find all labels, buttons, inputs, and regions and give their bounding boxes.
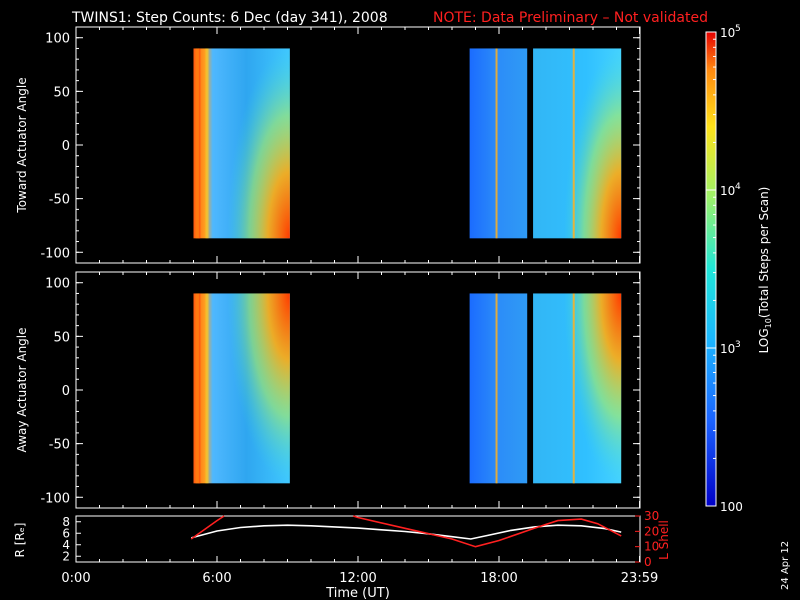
heatmap-stripe bbox=[495, 293, 498, 484]
y-axis-label-right: L Shell bbox=[657, 520, 671, 560]
colorbar-tick-label: 10 bbox=[720, 184, 735, 198]
colorbar-tick-label: 10 bbox=[720, 342, 735, 356]
colorbar-label: LOG10(Total Steps per Scan) bbox=[757, 187, 773, 354]
heatmap-stripe bbox=[205, 48, 209, 239]
y-tick-label: 0 bbox=[62, 384, 70, 399]
colorbar-gradient bbox=[705, 31, 717, 507]
away-actuator-panel: 100 50 0 -50 -100 Away Actuator Angle bbox=[15, 271, 641, 509]
heatmap-hot-region bbox=[563, 293, 622, 484]
y-tick-label: -100 bbox=[40, 246, 70, 261]
y-tick-label-right: 0 bbox=[644, 555, 652, 569]
y-tick-label: -50 bbox=[49, 438, 70, 453]
colorbar-tick-exponent: 4 bbox=[735, 182, 741, 192]
heatmap-stripe bbox=[195, 48, 200, 239]
chart-title: TWINS1: Step Counts: 6 Dec (day 341), 20… bbox=[71, 10, 388, 26]
y-tick-label-right: 20 bbox=[644, 524, 659, 538]
r-series-line bbox=[190, 524, 622, 540]
colorbar-label-main: LOG bbox=[757, 328, 771, 353]
heatmap-hot-region bbox=[227, 48, 290, 239]
y-tick-label: 4 bbox=[62, 538, 70, 552]
colorbar-label-rest: (Total Steps per Scan) bbox=[757, 187, 771, 319]
heatmap-stripe bbox=[572, 48, 575, 239]
heatmap-block bbox=[469, 48, 528, 239]
heatmap-block bbox=[469, 293, 528, 484]
y-tick-label: 6 bbox=[62, 526, 70, 540]
y-tick-label-right: 10 bbox=[644, 540, 659, 554]
date-stamp: 24 Apr 12 bbox=[780, 541, 791, 590]
preliminary-note: NOTE: Data Preliminary – Not validated bbox=[433, 10, 708, 26]
colorbar-tick-exponent: 5 bbox=[735, 24, 741, 34]
y-tick-label: 50 bbox=[53, 85, 70, 100]
y-tick-label: 100 bbox=[45, 277, 70, 292]
heatmap-stripe bbox=[205, 293, 209, 484]
y-tick-label: -100 bbox=[40, 491, 70, 506]
y-tick-label: -50 bbox=[49, 193, 70, 208]
l-shell-series-line bbox=[190, 515, 225, 540]
heatmap-stripe bbox=[572, 293, 575, 484]
y-axis-label: Toward Actuator Angle bbox=[15, 77, 29, 213]
y-tick-label: 0 bbox=[62, 139, 70, 154]
x-tick-label: 6:00 bbox=[202, 571, 231, 586]
y-tick-label-right: 30 bbox=[644, 509, 659, 523]
x-tick-label: 18:00 bbox=[480, 571, 517, 586]
colorbar-tick-label: 10 bbox=[720, 26, 735, 40]
x-tick-label: 12:00 bbox=[339, 571, 376, 586]
heatmap-stripe bbox=[495, 48, 498, 239]
x-tick-label: 0:00 bbox=[61, 571, 90, 586]
colorbar-tick-label: 100 bbox=[720, 500, 743, 514]
y-tick-label: 50 bbox=[53, 330, 70, 345]
y-axis-label-left: R [Rₑ] bbox=[13, 523, 27, 558]
y-axis-label: Away Actuator Angle bbox=[15, 327, 29, 452]
y-tick-label: 100 bbox=[45, 32, 70, 47]
x-tick-label: 23:59 bbox=[621, 571, 658, 586]
l-shell-series-line bbox=[353, 515, 622, 548]
toward-actuator-panel: 100 50 0 -50 -100 Toward Actuator Angle bbox=[15, 26, 641, 264]
y-tick-label: 2 bbox=[62, 549, 70, 563]
colorbar-tick-exponent: 3 bbox=[735, 340, 741, 350]
x-axis-label: Time (UT) bbox=[325, 586, 390, 600]
heatmap-stripe bbox=[195, 293, 200, 484]
heatmap-hot-region bbox=[227, 293, 290, 484]
colorbar-label-sub: 10 bbox=[764, 318, 773, 328]
heatmap-hot-region bbox=[563, 48, 622, 239]
y-tick-label: 8 bbox=[62, 515, 70, 529]
panel-frame bbox=[75, 515, 641, 563]
